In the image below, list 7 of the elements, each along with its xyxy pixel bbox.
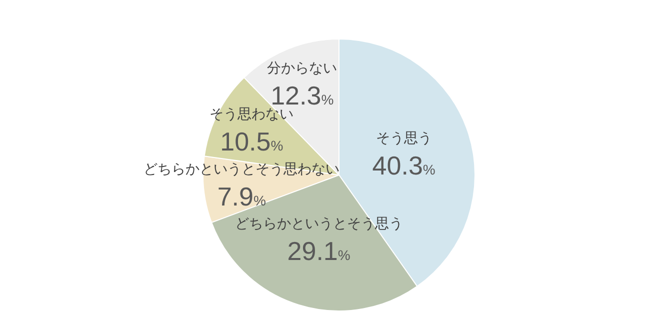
slice-label: どちらかというとそう思う <box>234 216 403 232</box>
data-label: 10.5% <box>220 126 284 157</box>
data-label: 40.3% <box>372 150 436 181</box>
data-label: 29.1% <box>287 236 350 266</box>
data-label: 7.9% <box>217 182 266 212</box>
slice-label: 分からない <box>267 60 338 76</box>
slice-label: そう思う <box>376 130 432 147</box>
